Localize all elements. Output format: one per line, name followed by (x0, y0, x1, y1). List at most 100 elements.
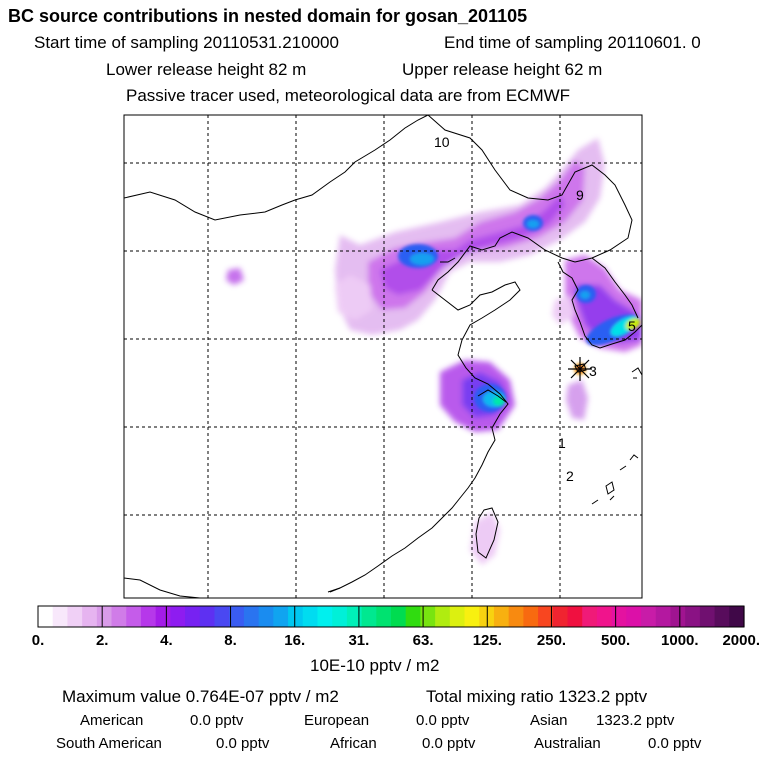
colorbar-swatch (317, 606, 333, 627)
colorbar-tick-label: 4. (160, 632, 173, 649)
colorbar-swatch (699, 606, 716, 627)
coastline-bohai-west (440, 257, 456, 263)
region-value-south-american: 0.0 pptv (216, 735, 270, 752)
colorbar-swatch (361, 606, 377, 627)
colorbar-swatch (391, 606, 407, 627)
colorbar-swatch (140, 606, 157, 627)
coastline-north (124, 115, 429, 221)
colorbar-swatch (435, 606, 451, 627)
coastline-china-east (329, 281, 521, 593)
island-2 (629, 454, 639, 461)
island-5 (591, 499, 599, 505)
hotspot-seoul-core (580, 291, 590, 299)
plume-west-haze (335, 275, 372, 320)
trajectory-markers: 10 9 5 3 1 2 (434, 134, 636, 484)
receptor-marker (568, 357, 592, 381)
colorbar-swatch (626, 606, 642, 627)
colorbar (37, 605, 745, 628)
region-value-african: 0.0 pptv (422, 735, 476, 752)
colorbar-swatch (170, 606, 186, 627)
region-value-european: 0.0 pptv (416, 712, 470, 729)
island-3 (619, 465, 627, 471)
colorbar-tick-label: 2000. (722, 632, 760, 649)
colorbar-tick-label: 1000. (661, 632, 699, 649)
marker-9: 9 (576, 187, 584, 203)
colorbar-tick-label: 125. (473, 632, 502, 649)
colorbar-swatch (346, 606, 363, 627)
colorbar-swatch (655, 606, 672, 627)
colorbar-unit-label: 10E-10 pptv / m2 (310, 656, 440, 675)
colorbar-swatch (714, 606, 730, 627)
colorbar-tick-label: 31. (348, 632, 369, 649)
coastline-south (124, 577, 201, 598)
colorbar-swatch (258, 606, 274, 627)
colorbar-swatch (405, 606, 422, 627)
japan-kyushu (631, 367, 642, 376)
colorbar-swatch (376, 606, 392, 627)
colorbar-swatch (273, 606, 289, 627)
marker-10: 10 (434, 134, 450, 150)
colorbar-swatch (38, 606, 54, 627)
yangtze-detail (477, 389, 507, 403)
colorbar-swatch (464, 606, 480, 627)
colorbar-swatch (126, 606, 142, 627)
start-time-label: Start time of sampling 20110531.210000 (34, 33, 339, 52)
colorbar-swatch (52, 606, 69, 627)
colorbar-swatch (243, 606, 260, 627)
plume-west-spot (226, 268, 244, 285)
colorbar-swatch (185, 606, 201, 627)
marker-5: 5 (628, 318, 636, 334)
coastline-korea-east (591, 257, 639, 319)
colorbar-swatch (420, 606, 436, 627)
colorbar-swatch (449, 606, 466, 627)
colorbar-swatch (155, 606, 171, 627)
plume-north-inner (380, 195, 565, 295)
colorbar-swatch (611, 606, 627, 627)
colorbar-swatch (288, 606, 304, 627)
colorbar-tick-label: 16. (284, 632, 305, 649)
colorbar-swatch (685, 606, 701, 627)
colorbar-swatch (332, 606, 348, 627)
marker-1: 1 (558, 435, 566, 451)
colorbar-swatch (96, 606, 113, 627)
colorbar-swatch (523, 606, 539, 627)
colorbar-tick-label: 500. (601, 632, 630, 649)
colorbar-tick-label: 8. (224, 632, 237, 649)
region-name-asian: Asian (530, 712, 568, 729)
colorbar-swatch (567, 606, 583, 627)
region-value-american: 0.0 pptv (190, 712, 244, 729)
colorbar-swatch (67, 606, 83, 627)
coastlines (124, 115, 642, 598)
colorbar-swatch (111, 606, 127, 627)
plume-south-isle (566, 380, 588, 420)
upper-release-height: Upper release height 62 m (402, 60, 603, 79)
coastline-manchuria (427, 115, 633, 263)
chart-title: BC source contributions in nested domain… (8, 6, 528, 26)
colorbar-tick-labels: 0. 2. 4. 8. 16. 31. 63. 125. 250. 500. 1000. 2000. (32, 632, 760, 649)
region-name-australian: Australian (534, 735, 601, 752)
colorbar-tick-label: 250. (537, 632, 566, 649)
jeju-island (574, 363, 587, 373)
maximum-value: Maximum value 0.764E-07 pptv / m2 (62, 687, 339, 706)
colorbar-swatch (641, 606, 657, 627)
hotspot-beijing-core (410, 253, 434, 265)
total-mixing-ratio: Total mixing ratio 1323.2 pptv (426, 687, 648, 706)
colorbar-tick-label: 63. (413, 632, 434, 649)
hainan-west (327, 587, 341, 593)
grid-lines (124, 115, 642, 598)
colorbar-swatch (729, 606, 745, 627)
region-name-south-american: South American (56, 735, 162, 752)
coastline-korea (557, 261, 642, 349)
colorbar-swatch (82, 606, 98, 627)
colorbar-swatch (302, 606, 319, 627)
region-name-american: American (80, 712, 144, 729)
map-border (123, 114, 643, 599)
hotspot-dalian-core (527, 220, 539, 228)
island-4 (605, 481, 615, 495)
taiwan-island (475, 507, 499, 559)
colorbar-swatch (582, 606, 598, 627)
colorbar-swatch (670, 606, 686, 627)
region-value-asian: 1323.2 pptv (596, 712, 675, 729)
end-time-label: End time of sampling 20110601. 0 (444, 33, 701, 52)
